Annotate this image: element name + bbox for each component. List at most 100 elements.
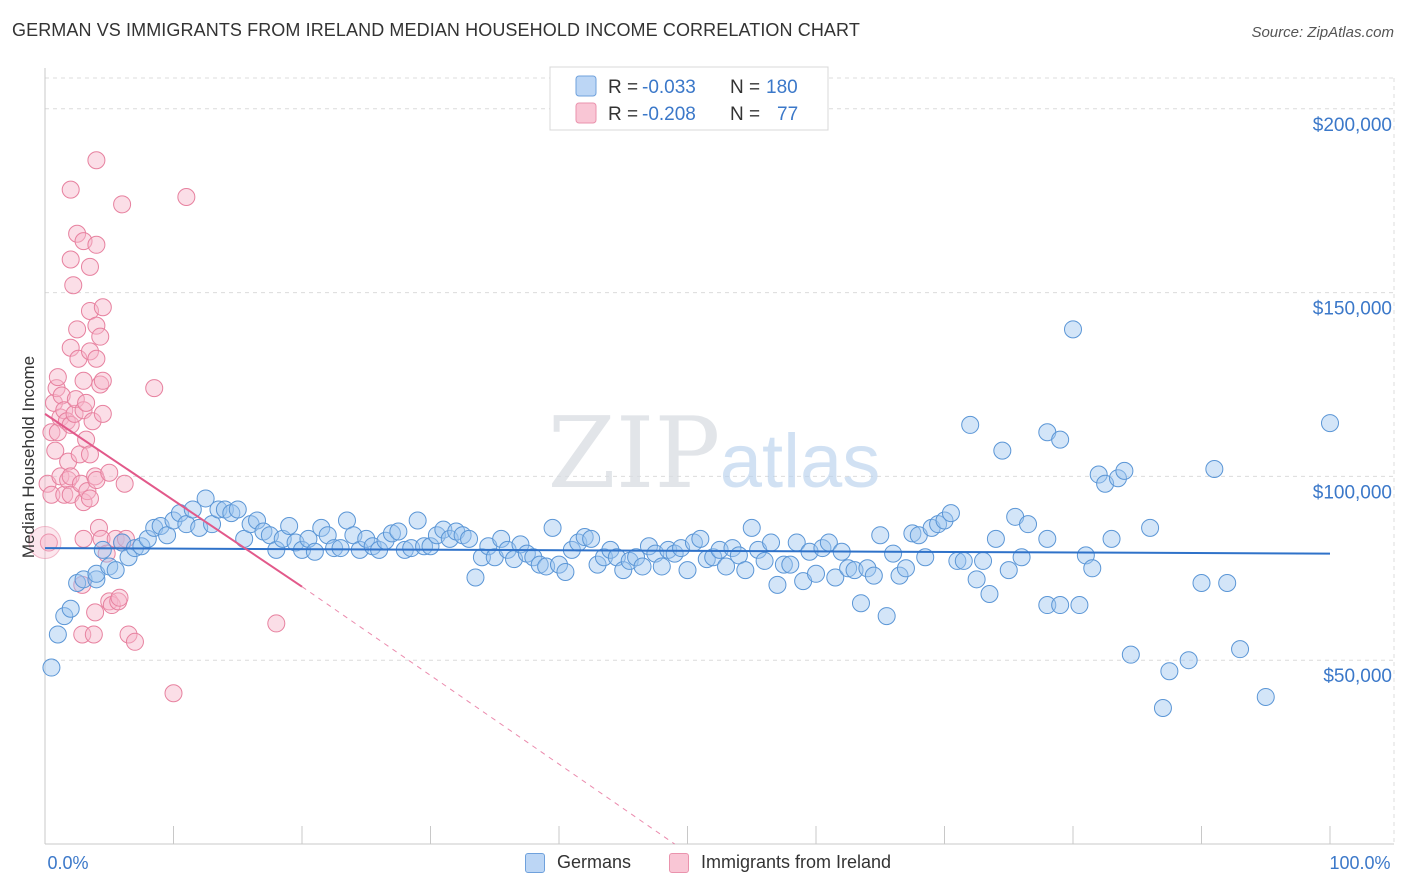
ireland-point bbox=[46, 441, 65, 460]
watermark-atlas: atlas bbox=[720, 419, 881, 504]
german-point bbox=[106, 561, 125, 580]
german-point bbox=[389, 522, 408, 541]
german-point bbox=[890, 566, 909, 585]
ireland-point bbox=[61, 250, 80, 269]
y-tick-label: $50,000 bbox=[1323, 666, 1392, 687]
german-point bbox=[582, 529, 601, 548]
german-point bbox=[884, 544, 903, 563]
ireland-point bbox=[28, 526, 62, 560]
legend-n-label-1: N = bbox=[730, 104, 760, 125]
y-tick-label: $150,000 bbox=[1313, 299, 1392, 320]
german-point bbox=[248, 511, 267, 530]
german-point bbox=[1108, 469, 1127, 488]
german-point bbox=[556, 562, 575, 581]
ireland-trend-extension bbox=[301, 586, 675, 845]
german-point bbox=[774, 555, 793, 574]
german-point bbox=[42, 658, 61, 677]
german-point bbox=[511, 535, 530, 554]
german-point bbox=[543, 518, 562, 537]
ireland-point bbox=[68, 224, 87, 243]
german-point bbox=[627, 548, 646, 567]
german-point bbox=[1218, 573, 1237, 592]
german-point bbox=[1038, 529, 1057, 548]
german-series bbox=[42, 320, 1339, 717]
german-point bbox=[1192, 573, 1211, 592]
german-point bbox=[228, 500, 247, 519]
ireland-point bbox=[93, 371, 112, 390]
ireland-point bbox=[87, 316, 106, 335]
german-point bbox=[980, 585, 999, 604]
german-point bbox=[1070, 596, 1089, 615]
german-point bbox=[633, 557, 652, 576]
german-point bbox=[903, 524, 922, 543]
legend-label-ireland: Immigrants from Ireland bbox=[701, 852, 892, 872]
german-point bbox=[325, 539, 344, 558]
ireland-point bbox=[74, 529, 93, 548]
german-point bbox=[312, 518, 331, 537]
ireland-point bbox=[145, 379, 164, 398]
german-point bbox=[1051, 430, 1070, 449]
ireland-point bbox=[119, 625, 138, 644]
ireland-point bbox=[74, 371, 93, 390]
legend-r-value-1: -0.208 bbox=[642, 104, 696, 125]
german-point bbox=[1083, 559, 1102, 578]
german-point bbox=[1256, 687, 1275, 706]
german-trend-line bbox=[44, 547, 1331, 555]
german-point bbox=[781, 555, 800, 574]
german-point bbox=[755, 551, 774, 570]
legend-swatch-germans bbox=[575, 75, 597, 97]
german-point bbox=[858, 559, 877, 578]
german-point bbox=[472, 548, 491, 567]
watermark-zip: ZIP bbox=[548, 397, 721, 511]
y-axis-label: Median Household Income bbox=[19, 356, 38, 558]
ireland-point bbox=[87, 349, 106, 368]
german-point bbox=[986, 529, 1005, 548]
german-point bbox=[807, 564, 825, 583]
german-point bbox=[704, 548, 723, 567]
german-point bbox=[132, 537, 151, 556]
german-point bbox=[55, 607, 74, 626]
german-point bbox=[864, 566, 883, 585]
trend-lines bbox=[44, 413, 1331, 845]
ireland-point bbox=[48, 368, 67, 387]
german-point bbox=[1038, 596, 1057, 615]
german-point bbox=[331, 539, 350, 558]
german-point bbox=[382, 524, 401, 543]
ireland-point bbox=[68, 320, 87, 339]
ireland-point bbox=[164, 684, 183, 703]
ireland-point bbox=[71, 474, 90, 493]
ireland-point bbox=[80, 342, 99, 361]
source-label: Source: ZipAtlas.com bbox=[1251, 24, 1394, 41]
german-point bbox=[1051, 596, 1070, 615]
ireland-point bbox=[61, 467, 80, 486]
german-point bbox=[916, 548, 935, 567]
german-point bbox=[1089, 465, 1108, 484]
ireland-series bbox=[28, 151, 286, 703]
legend-n-value-0: 180 bbox=[766, 77, 798, 98]
german-point bbox=[941, 504, 960, 523]
german-point bbox=[999, 561, 1018, 580]
ireland-point bbox=[93, 404, 112, 423]
german-point bbox=[183, 500, 202, 519]
y-tick-label: $100,000 bbox=[1313, 482, 1392, 503]
legend-r-label-1: R = bbox=[608, 104, 638, 125]
german-point bbox=[1141, 518, 1160, 537]
german-point bbox=[736, 561, 755, 580]
ireland-point bbox=[65, 404, 84, 423]
ireland-point bbox=[59, 452, 78, 471]
german-point bbox=[954, 551, 973, 570]
german-point bbox=[1321, 414, 1339, 433]
ireland-point bbox=[110, 588, 129, 607]
x-tick-label-100: 100.0% bbox=[1329, 853, 1390, 873]
legend-item-germans: Germans bbox=[525, 852, 631, 873]
legend-r-value-0: -0.033 bbox=[642, 77, 696, 98]
x-tick-labels: 0.0% 100.0% bbox=[47, 853, 1390, 873]
german-point bbox=[871, 526, 890, 545]
german-point bbox=[138, 529, 157, 548]
ireland-trend-line bbox=[44, 413, 303, 588]
legend-box: R = -0.033 N = 180 R = -0.208 N = 77 bbox=[549, 66, 829, 131]
german-point bbox=[530, 555, 549, 574]
german-point bbox=[1205, 460, 1224, 479]
german-point bbox=[305, 542, 324, 561]
